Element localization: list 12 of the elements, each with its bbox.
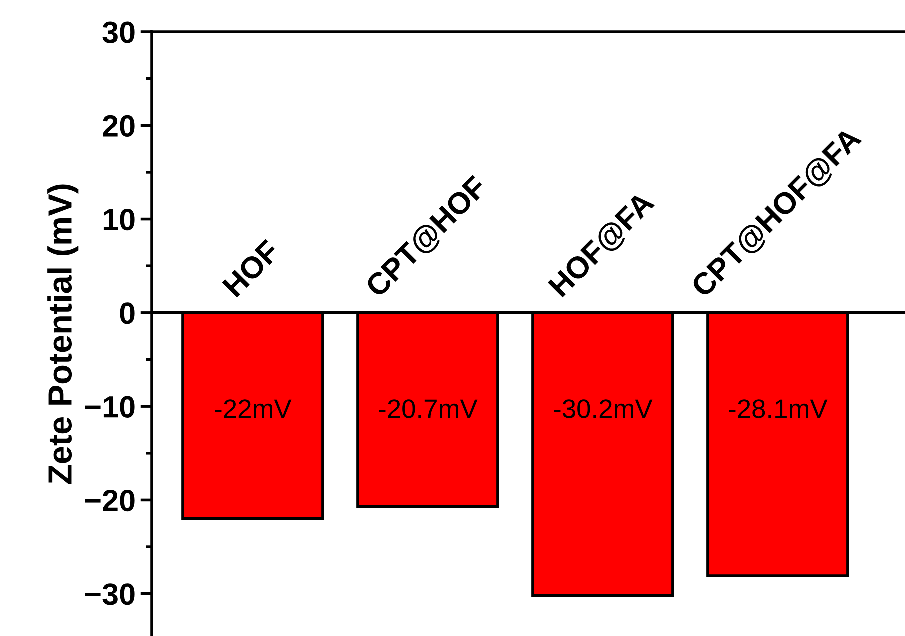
y-tick-label: 20 <box>103 115 135 138</box>
data-label: -22mV <box>215 400 292 418</box>
y-tick-label: 30 <box>102 22 135 44</box>
y-tick-label: 0 <box>120 302 135 324</box>
y-tick-label: −20 <box>85 490 135 512</box>
data-label: -20.7mV <box>379 400 478 418</box>
y-tick-label: −30 <box>85 584 135 606</box>
y-axis-title: Zete Potential (mV) <box>48 184 79 484</box>
data-label: -28.1mV <box>729 400 828 418</box>
y-tick-label: 10 <box>104 209 135 231</box>
y-tick-label: −10 <box>85 396 135 418</box>
data-label: -30.2mV <box>554 400 653 418</box>
